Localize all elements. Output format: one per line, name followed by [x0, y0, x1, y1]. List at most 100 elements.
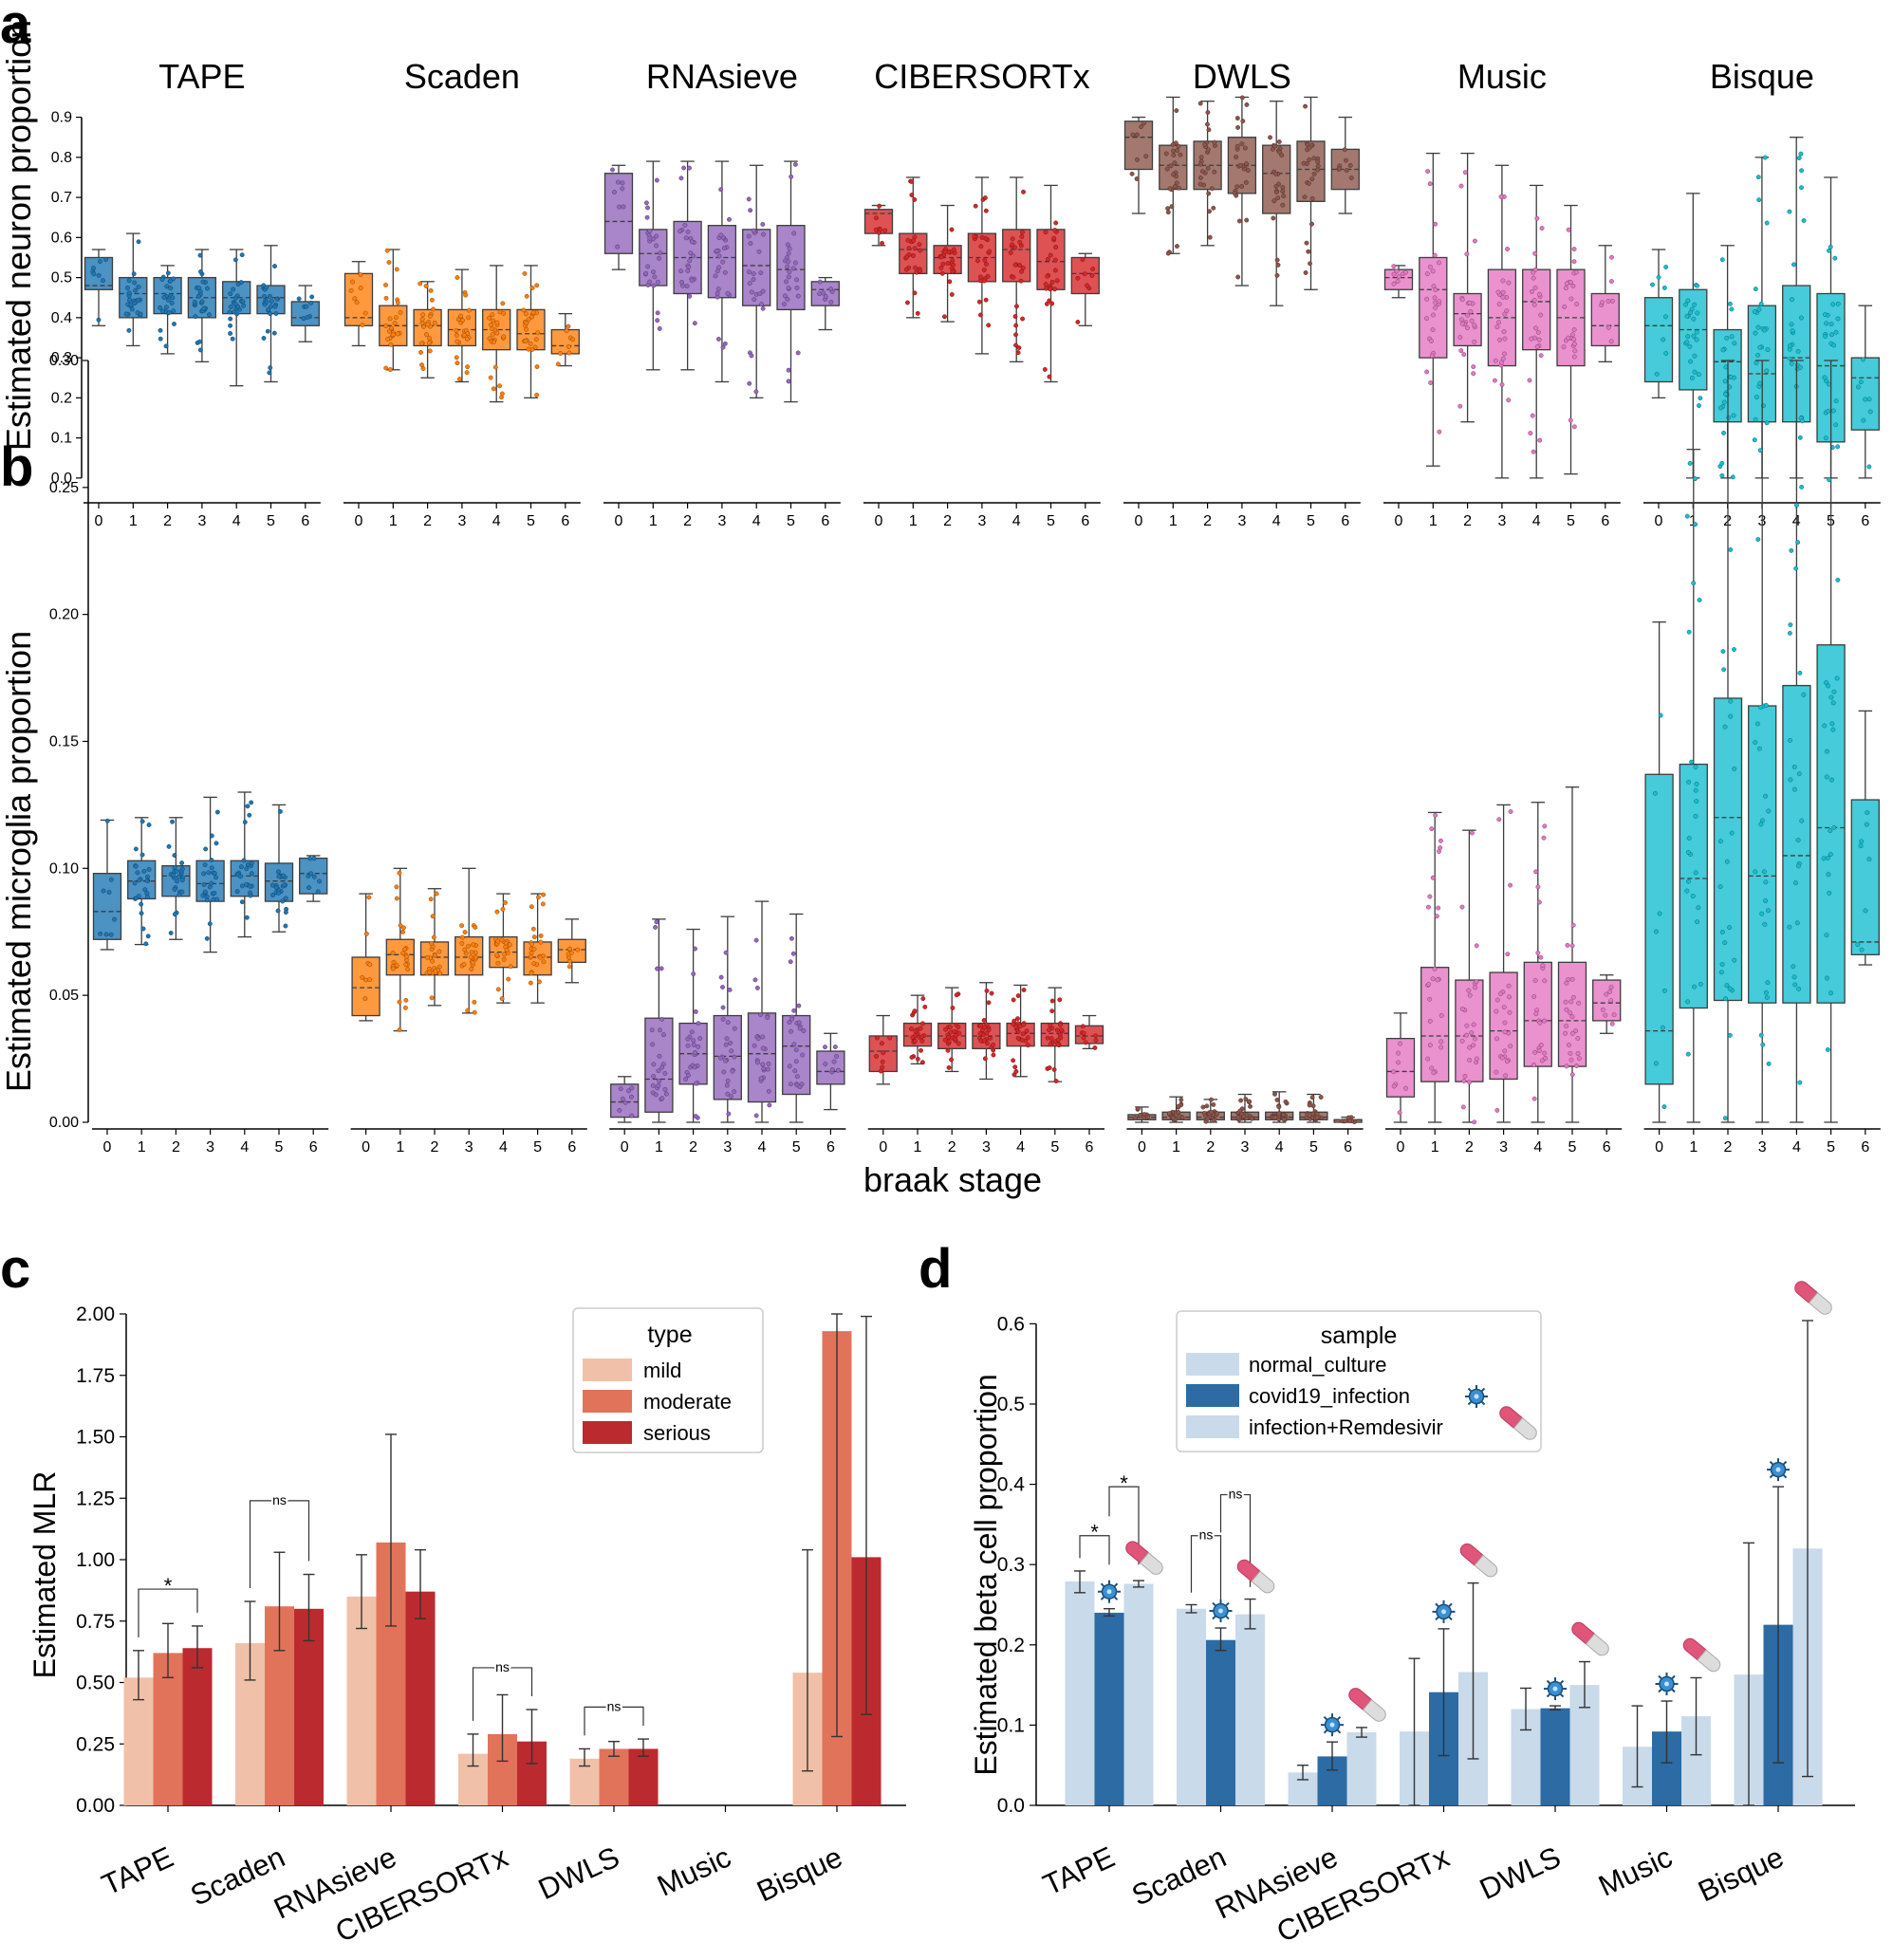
y-tick-label: 0.25 — [49, 480, 79, 496]
data-point — [1568, 417, 1573, 423]
y-tick-label: 0.7 — [51, 190, 72, 206]
data-point — [986, 1000, 992, 1006]
data-point — [1427, 996, 1433, 1002]
box — [1850, 357, 1880, 431]
data-point — [1492, 378, 1497, 383]
data-point — [492, 339, 496, 344]
data-point — [618, 1086, 623, 1092]
data-point — [1502, 1029, 1508, 1035]
data-point — [903, 267, 909, 272]
data-point — [749, 353, 754, 359]
data-point — [315, 889, 321, 895]
data-point — [1045, 256, 1050, 262]
data-point — [746, 269, 752, 275]
data-point — [1306, 249, 1311, 254]
data-point — [1494, 997, 1500, 1003]
data-point — [1436, 260, 1441, 266]
data-point — [749, 289, 754, 295]
x-tick-label: 3 — [1241, 1139, 1250, 1156]
data-point — [977, 274, 983, 280]
bar-covid19-infection — [1206, 1639, 1235, 1805]
box — [343, 272, 374, 326]
data-point — [1053, 245, 1059, 250]
data-point — [1608, 279, 1614, 284]
data-point — [747, 380, 752, 386]
data-point — [982, 1038, 988, 1043]
data-point — [693, 1008, 698, 1014]
data-point — [689, 278, 695, 284]
data-point — [308, 300, 314, 305]
data-point — [239, 252, 245, 258]
data-point — [946, 1064, 952, 1070]
data-point — [765, 1015, 770, 1021]
data-point — [1828, 828, 1833, 834]
box — [776, 225, 806, 311]
y-tick-label: 0.8 — [51, 150, 72, 166]
data-point — [1206, 127, 1212, 133]
x-tick-label: 1 — [1431, 1139, 1439, 1156]
data-point — [567, 946, 572, 952]
data-point — [248, 890, 253, 896]
data-point — [945, 1047, 951, 1053]
data-point — [423, 284, 429, 288]
data-point — [975, 258, 980, 264]
data-point — [879, 1041, 884, 1046]
data-point — [1020, 230, 1025, 235]
data-point — [1302, 194, 1308, 200]
data-point — [1722, 379, 1728, 384]
data-point — [1425, 169, 1431, 174]
data-point — [161, 295, 167, 300]
data-point — [276, 874, 282, 879]
data-point — [1752, 309, 1757, 315]
data-point — [166, 843, 172, 849]
data-point — [918, 248, 923, 253]
data-point — [490, 326, 495, 332]
data-point — [427, 313, 433, 319]
data-point — [651, 1062, 657, 1067]
data-point — [1081, 1030, 1086, 1036]
data-point — [1197, 175, 1203, 180]
data-point — [175, 878, 179, 884]
data-point — [1175, 148, 1180, 154]
data-point — [1015, 1016, 1020, 1022]
data-point — [1720, 649, 1726, 655]
data-point — [625, 1088, 631, 1094]
virus-icon — [1431, 1599, 1457, 1624]
y-tick-label: 0.0 — [997, 1795, 1025, 1817]
data-point — [1082, 271, 1087, 277]
y-tick-label: 1.25 — [76, 1488, 115, 1509]
data-point — [1043, 230, 1049, 235]
data-point — [794, 1074, 800, 1080]
data-point — [912, 196, 918, 202]
data-point — [651, 1074, 657, 1079]
data-point — [1083, 1040, 1088, 1045]
data-point — [1051, 235, 1057, 241]
data-point — [1799, 818, 1805, 823]
y-tick-label: 0.2 — [997, 1635, 1025, 1656]
data-point — [1570, 922, 1576, 928]
data-point — [693, 1114, 698, 1119]
y-tick-label: 0.00 — [76, 1795, 115, 1817]
data-point — [658, 250, 663, 256]
data-point — [1537, 291, 1542, 297]
data-point — [1472, 339, 1477, 344]
data-point — [1235, 274, 1241, 280]
data-point — [1130, 132, 1136, 138]
data-point — [1461, 352, 1467, 357]
data-point — [1498, 991, 1503, 997]
data-point — [1391, 1083, 1397, 1089]
data-point — [1502, 351, 1508, 357]
data-point — [1828, 990, 1833, 996]
data-point — [127, 297, 132, 303]
data-point — [566, 964, 572, 970]
data-point — [270, 893, 275, 898]
x-tick-label: 2 — [163, 513, 172, 529]
data-point — [126, 290, 132, 296]
data-point — [904, 300, 910, 305]
data-point — [723, 1042, 729, 1047]
data-point — [1821, 856, 1827, 861]
data-point — [1502, 336, 1508, 342]
data-point — [137, 878, 142, 883]
bar-infection-remdesivir — [1346, 1732, 1377, 1805]
